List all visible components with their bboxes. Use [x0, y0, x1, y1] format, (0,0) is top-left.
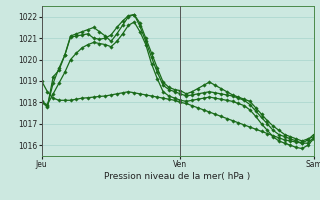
X-axis label: Pression niveau de la mer( hPa ): Pression niveau de la mer( hPa ) — [104, 172, 251, 181]
